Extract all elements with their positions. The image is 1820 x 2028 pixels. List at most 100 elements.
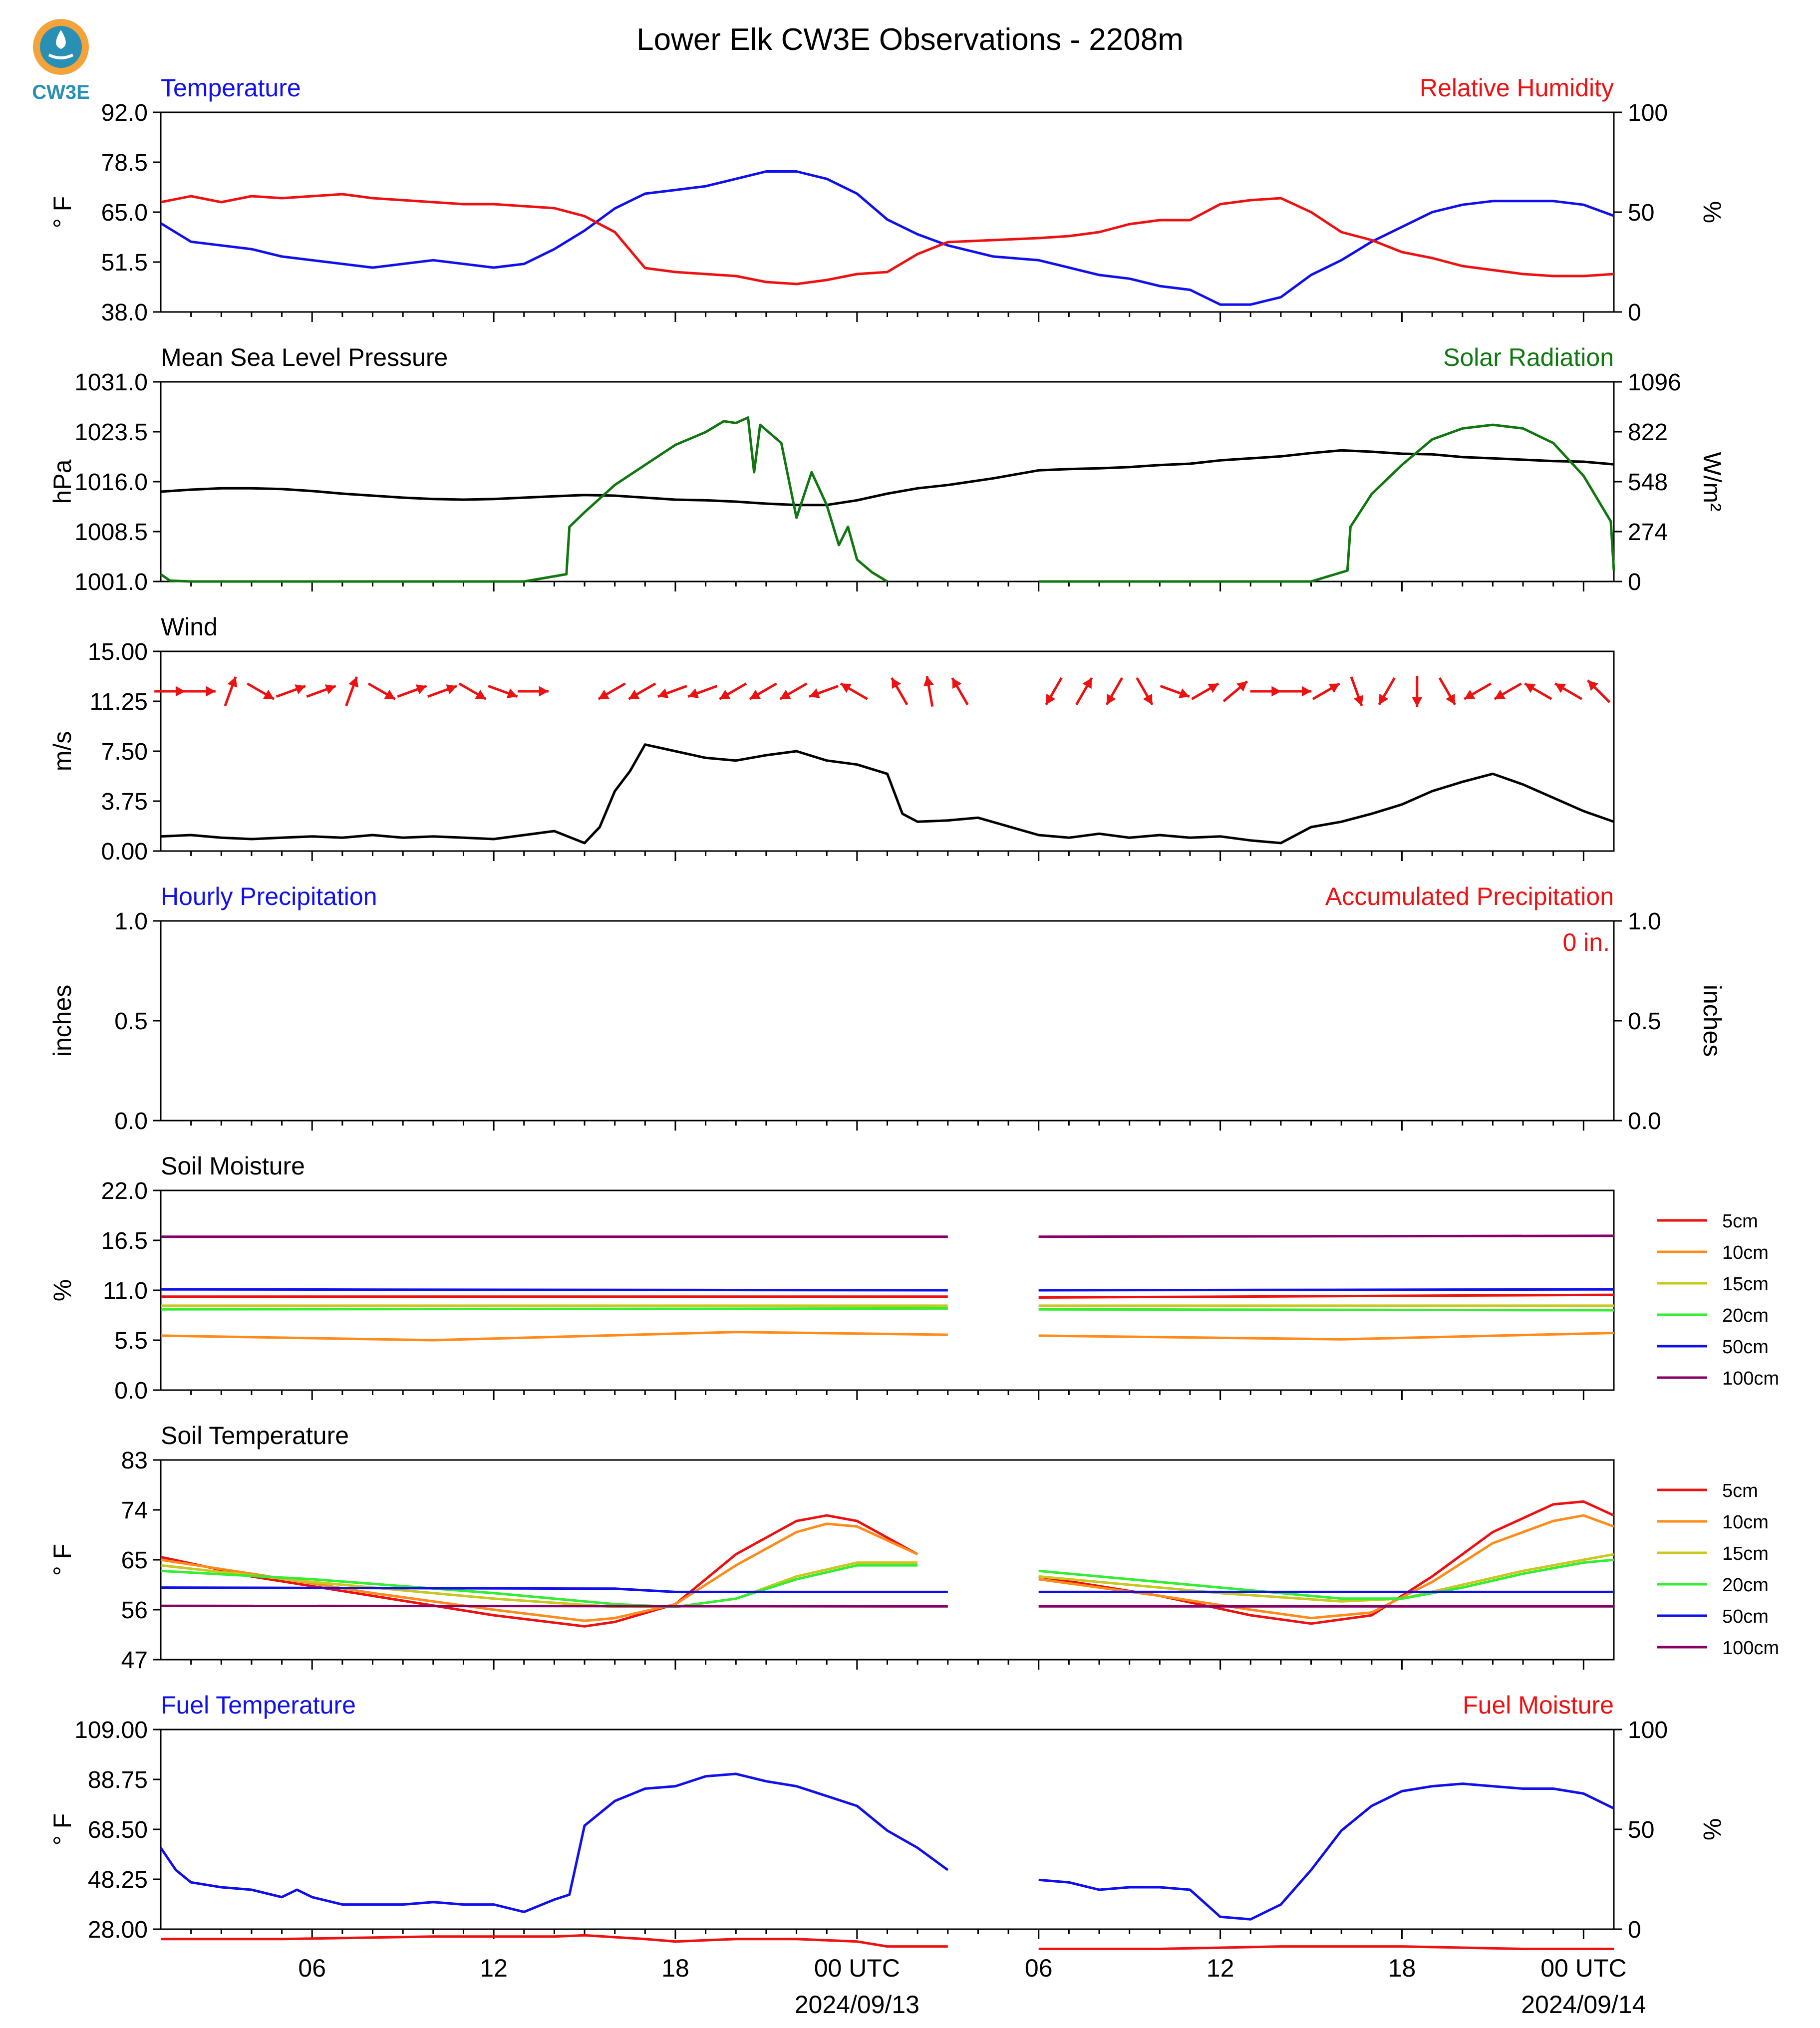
y-axis-label: ° F: [48, 1813, 76, 1845]
y-axis-label: ° F: [48, 196, 76, 228]
wind-arrow-head: [809, 688, 820, 698]
wind-arrow-head: [227, 676, 238, 688]
plot-frame: [160, 1459, 1615, 1661]
y-axis-label-right: inches: [1698, 985, 1726, 1057]
y-tick-label-right: 822: [1628, 419, 1668, 446]
wind-arrow-head: [598, 689, 609, 699]
series-line-20cm: [1038, 1308, 1614, 1312]
y-tick-label: 1008.5: [74, 519, 148, 546]
y-tick-label: 0.00: [101, 839, 148, 865]
wind-arrow-head: [384, 689, 395, 699]
wind-arrow-head: [1353, 695, 1364, 706]
wind-arrow-head: [1555, 683, 1566, 693]
wind-arrow-head: [1082, 678, 1092, 689]
legend-label: 5cm: [1722, 1480, 1758, 1501]
wind-arrow-head: [348, 676, 358, 688]
series-line-solar-radiation: [1038, 423, 1615, 583]
wind-arrow-head: [1143, 693, 1153, 705]
wind-arrow-head: [1236, 681, 1247, 692]
y-tick-label-right: 0: [1628, 299, 1641, 326]
series-line-fuel-moisture: [1038, 1945, 1614, 1950]
y-axis-label: m/s: [48, 731, 76, 772]
y-tick-label: 0.5: [114, 1008, 148, 1035]
y-tick-label: 1023.5: [74, 419, 148, 446]
y-tick-label: 0.0: [114, 1108, 148, 1135]
logo-text: CW3E: [32, 81, 90, 103]
wind-arrow-head: [415, 684, 427, 694]
panel-title-left: Fuel Temperature: [161, 1691, 356, 1719]
y-tick-label: 92.0: [101, 100, 148, 126]
wind-arrow-head: [175, 686, 186, 697]
y-tick-label: 5.5: [114, 1328, 148, 1354]
panel-title-left: Hourly Precipitation: [161, 882, 377, 910]
panel-title-right: Relative Humidity: [1420, 74, 1614, 102]
y-tick-label: 7.50: [101, 739, 148, 765]
wind-arrow-head: [1106, 693, 1116, 705]
y-tick-label: 11.25: [89, 689, 148, 715]
series-line-temperature: [160, 170, 1614, 306]
y-axis-label-right: %: [1698, 201, 1726, 223]
plot-frame: [160, 920, 1615, 1122]
x-tick-label: 18: [1388, 1954, 1416, 1982]
wind-arrow-head: [688, 688, 699, 698]
y-tick-label: 109.00: [74, 1717, 148, 1743]
y-tick-label-right: 100: [1628, 100, 1668, 126]
wind-arrow-head: [719, 689, 731, 699]
wind-arrow-head: [1301, 686, 1312, 697]
wind-arrow-head: [1412, 697, 1423, 707]
x-tick-label: 12: [480, 1954, 508, 1982]
panel-title-right: Solar Radiation: [1443, 343, 1614, 371]
legend-label: 15cm: [1722, 1543, 1769, 1564]
y-axis-label-right: %: [1698, 1818, 1726, 1840]
y-tick-label: 15.00: [88, 639, 148, 665]
wind-arrow-head: [1494, 689, 1506, 699]
wind-arrow-head: [1464, 689, 1476, 699]
y-tick-label: 0.0: [114, 1378, 148, 1404]
wind-arrow-head: [840, 683, 852, 693]
wind-arrow-head: [446, 684, 457, 694]
series-line-solar-radiation: [160, 416, 888, 583]
y-axis-label-right: W/m²: [1698, 452, 1726, 511]
y-tick-label-right: 0: [1628, 1917, 1641, 1943]
legend-label: 10cm: [1722, 1242, 1769, 1263]
wind-arrow-head: [892, 678, 901, 689]
x-tick-label: 00 UTC: [1540, 1954, 1626, 1982]
series-group-1: [160, 193, 1614, 286]
y-tick-label-right: 274: [1628, 519, 1668, 546]
series-group-2: [160, 449, 1614, 507]
y-axis-label: %: [48, 1279, 76, 1301]
y-tick-label: 1.0: [114, 908, 148, 935]
y-tick-label: 65: [121, 1547, 148, 1574]
x-tick-label: 06: [298, 1954, 326, 1982]
panel-title-right: Accumulated Precipitation: [1325, 882, 1614, 910]
wind-arrow-head: [923, 676, 934, 687]
series-line-10cm: [160, 1331, 948, 1342]
x-tick-label: 12: [1207, 1954, 1234, 1982]
y-tick-label-right: 0: [1628, 569, 1641, 595]
wind-arrow-head: [1446, 693, 1455, 705]
wind-arrow-head: [263, 689, 274, 699]
wind-arrow-head: [750, 689, 761, 699]
y-tick-label: 28.00: [88, 1917, 148, 1943]
y-tick-label-right: 50: [1628, 1817, 1654, 1843]
y-tick-label: 38.0: [101, 299, 148, 326]
y-tick-label: 74: [121, 1497, 148, 1524]
series-line-5cm: [1038, 1293, 1614, 1299]
series-line-10cm: [1038, 1332, 1614, 1341]
wind-arrow-head: [657, 688, 669, 698]
x-tick-label: 00 UTC: [814, 1954, 900, 1982]
wind-arrow-head: [1179, 688, 1190, 698]
y-axis-label: hPa: [48, 459, 76, 504]
y-tick-label-right: 1.0: [1628, 908, 1661, 935]
series-line-fuel-moisture: [161, 1934, 948, 1948]
series-line-10cm: [160, 1522, 918, 1622]
legend-label: 50cm: [1722, 1337, 1769, 1358]
x-tick-label: 18: [661, 1954, 689, 1982]
y-tick-label: 88.75: [88, 1767, 148, 1793]
panel-temp-rh: Temperature Relative Humidity 92.0 78.5 65.0…: [48, 74, 1726, 326]
panel-pressure-solar: Mean Sea Level Pressure Solar Radiation 10…: [48, 343, 1726, 595]
series-line-50cm: [160, 1586, 948, 1593]
series-line-50cm: [1038, 1288, 1614, 1292]
series-line-10cm: [1038, 1514, 1614, 1620]
